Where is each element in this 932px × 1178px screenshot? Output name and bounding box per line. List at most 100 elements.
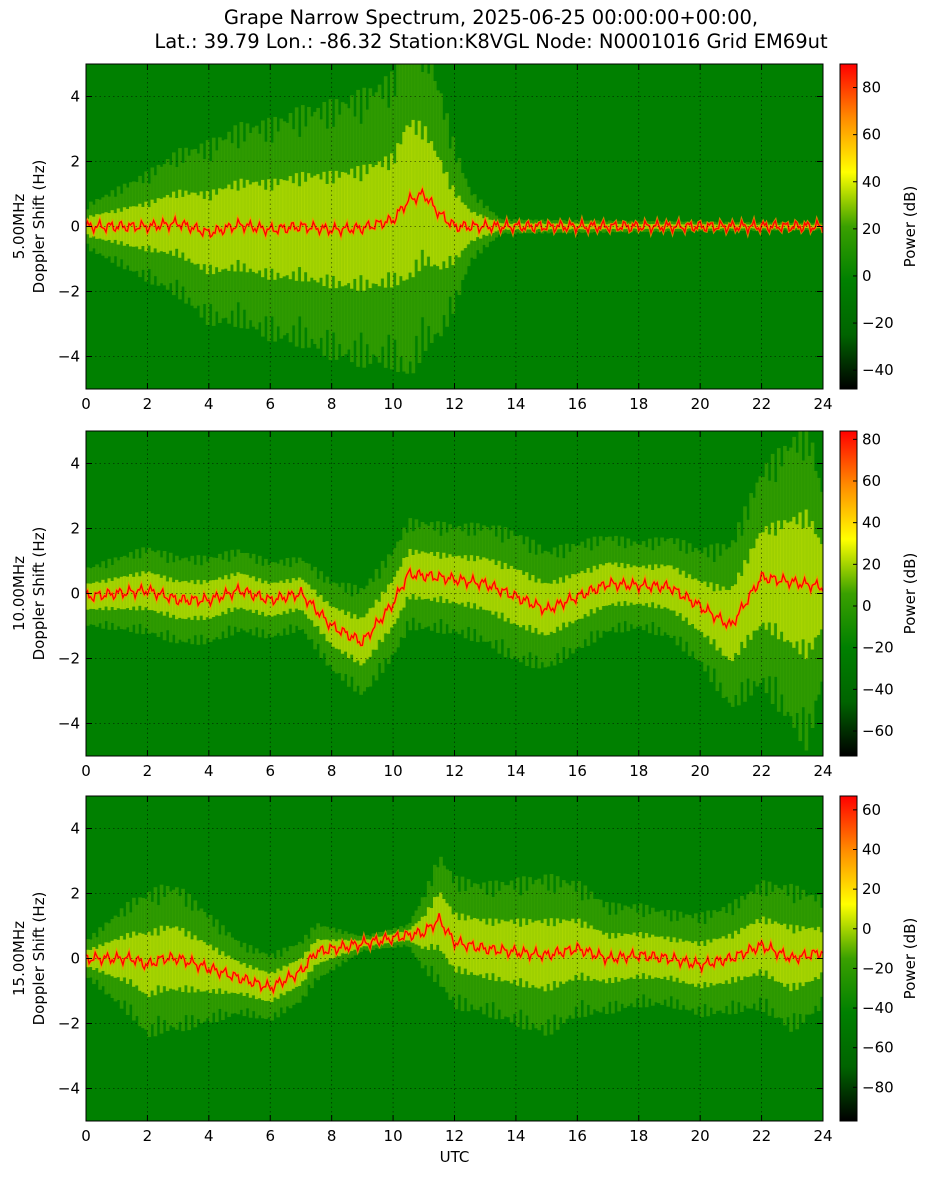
core-column (297, 958, 302, 987)
core-column (644, 224, 649, 229)
core-column (522, 918, 526, 988)
x-tick-label: 0 (81, 762, 91, 780)
colorbar-tick-label: −20 (862, 314, 894, 332)
colorbar-tick-label: 60 (862, 126, 881, 144)
x-tick-label: 10 (384, 762, 403, 780)
core-column (353, 614, 357, 663)
core-column (313, 943, 317, 965)
x-tick-label: 22 (752, 762, 771, 780)
x-tick-label: 20 (691, 762, 710, 780)
core-column (558, 223, 563, 230)
signal-trace (86, 566, 823, 647)
colorbar (839, 63, 858, 390)
core-column (749, 548, 753, 640)
core-column (469, 919, 474, 973)
x-tick-label: 12 (445, 395, 464, 413)
heatmap-area (86, 431, 823, 756)
x-tick-label: 18 (629, 1127, 648, 1145)
core-column (227, 955, 231, 994)
y-tick-label: −2 (58, 1015, 80, 1033)
colorbar-label: Power (dB) (901, 918, 919, 1000)
colorbar-label: Power (dB) (901, 186, 919, 268)
core-column (337, 610, 342, 650)
core-column (95, 581, 99, 610)
colorbar-tick-label: 60 (862, 472, 881, 490)
core-column (531, 575, 535, 633)
core-column (304, 951, 308, 980)
core-column (399, 144, 403, 277)
core-column (159, 925, 164, 993)
core-column (740, 575, 744, 642)
x-tick-label: 6 (265, 762, 275, 780)
colorbar-tick-label: −60 (862, 722, 894, 740)
core-column (740, 224, 744, 229)
band-label: 5.00MHz (10, 194, 28, 260)
core-column (503, 562, 508, 622)
chart-title-line-1: Grape Narrow Spectrum, 2025-06-25 00:00:… (223, 6, 759, 29)
band-label: 10.00MHz (10, 556, 28, 631)
x-tick-label: 8 (327, 395, 337, 413)
core-column (509, 224, 514, 229)
core-column (168, 928, 173, 989)
core-column (224, 575, 228, 615)
core-column (122, 576, 127, 610)
core-column (528, 919, 532, 988)
core-column (565, 224, 569, 229)
colorbar-label: Power (dB) (901, 553, 919, 635)
x-tick-label: 16 (568, 395, 587, 413)
core-column (254, 967, 259, 1000)
chart-title-line-2: Lat.: 39.79 Lon.: -86.32 Station:K8VGL N… (154, 30, 828, 53)
core-column (491, 925, 496, 974)
x-tick-label: 0 (81, 395, 91, 413)
core-column (512, 923, 517, 980)
core-column (715, 939, 720, 984)
core-column (307, 173, 311, 282)
x-tick-label: 12 (445, 762, 464, 780)
y-tick-label: 4 (70, 455, 80, 473)
colorbar-tick-label: −80 (862, 1078, 894, 1096)
core-column (730, 224, 735, 229)
core-column (386, 584, 391, 634)
core-column (319, 940, 324, 963)
core-column (706, 587, 710, 636)
core-column (359, 617, 363, 666)
core-column (362, 940, 367, 947)
core-column (485, 924, 489, 974)
core-column (635, 936, 640, 975)
core-column (196, 940, 201, 990)
core-column (273, 178, 277, 280)
core-column (227, 184, 231, 271)
colorbar-tick-label: 80 (862, 79, 881, 97)
core-column (291, 962, 296, 989)
core-column (515, 223, 520, 230)
y-tick-label: −2 (58, 650, 80, 668)
core-column (187, 582, 192, 618)
core-column (343, 172, 348, 286)
x-tick-label: 12 (445, 1127, 464, 1145)
core-column (159, 577, 164, 612)
core-column (202, 580, 207, 620)
core-column (193, 584, 198, 616)
x-tick-label: 10 (384, 1127, 403, 1145)
core-column (770, 522, 775, 636)
core-column (331, 939, 336, 959)
core-column (242, 187, 247, 264)
y-tick-label: 2 (70, 153, 80, 171)
x-axis-label: UTC (440, 1148, 470, 1166)
x-tick-label: 6 (265, 1127, 275, 1145)
core-column (267, 583, 271, 616)
x-tick-label: 8 (327, 762, 337, 780)
core-column (365, 613, 370, 660)
y-tick-label: −4 (58, 348, 80, 366)
core-column (810, 225, 815, 228)
core-column (709, 942, 714, 983)
x-tick-label: 16 (568, 1127, 587, 1145)
core-column (199, 191, 204, 270)
y-axis-label: Doppler Shift (Hz) (30, 892, 48, 1026)
core-column (678, 938, 683, 983)
